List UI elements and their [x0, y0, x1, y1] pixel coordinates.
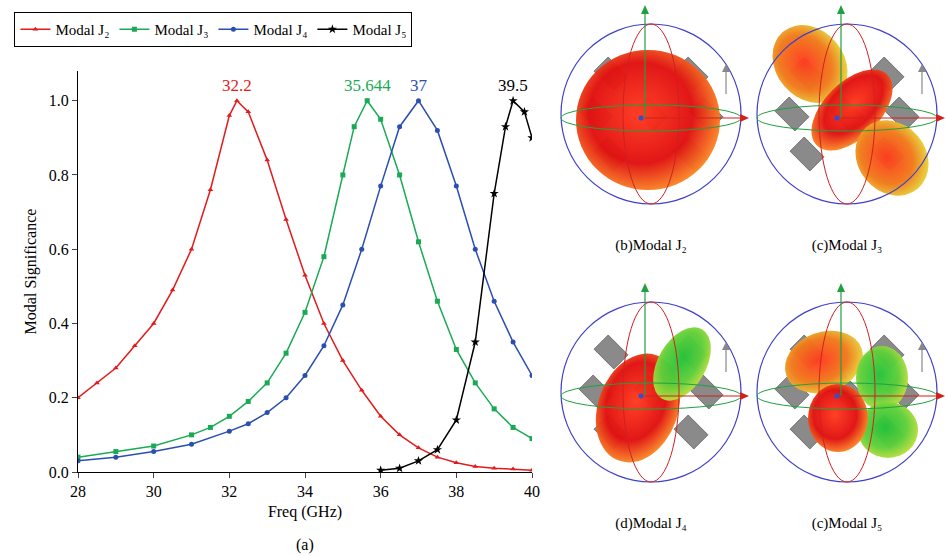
svg-text:1.0: 1.0 — [49, 92, 69, 109]
svg-text:(d)Modal J₄: (d)Modal J₄ — [615, 515, 686, 532]
svg-text:28: 28 — [70, 483, 86, 500]
svg-text:38: 38 — [448, 483, 464, 500]
svg-text:34: 34 — [297, 483, 313, 500]
svg-text:0.2: 0.2 — [49, 389, 69, 406]
svg-text:0.4: 0.4 — [49, 315, 69, 332]
svg-text:32.2: 32.2 — [222, 76, 252, 95]
svg-text:0.6: 0.6 — [49, 241, 69, 258]
svg-text:0.8: 0.8 — [49, 167, 69, 184]
svg-text:Modal J₃: Modal J₃ — [154, 22, 208, 38]
svg-text:0.0: 0.0 — [49, 464, 69, 481]
svg-text:Modal Significance: Modal Significance — [22, 209, 40, 335]
svg-text:Modal J₅: Modal J₅ — [352, 22, 406, 38]
svg-text:Modal J₄: Modal J₄ — [253, 22, 307, 38]
svg-text:(a): (a) — [296, 536, 314, 554]
svg-text:40: 40 — [524, 483, 540, 500]
svg-text:(b)Modal J₂: (b)Modal J₂ — [615, 237, 686, 254]
svg-text:32: 32 — [221, 483, 237, 500]
svg-text:Modal J₂: Modal J₂ — [55, 22, 109, 38]
svg-text:Freq (GHz): Freq (GHz) — [268, 503, 342, 521]
svg-text:39.5: 39.5 — [498, 76, 528, 95]
svg-text:36: 36 — [373, 483, 389, 500]
svg-text:37: 37 — [410, 76, 428, 95]
svg-text:(c)Modal J₃: (c)Modal J₃ — [812, 237, 883, 254]
svg-text:35.644: 35.644 — [344, 76, 391, 95]
svg-text:(c)Modal J₅: (c)Modal J₅ — [812, 515, 883, 532]
svg-text:30: 30 — [146, 483, 162, 500]
